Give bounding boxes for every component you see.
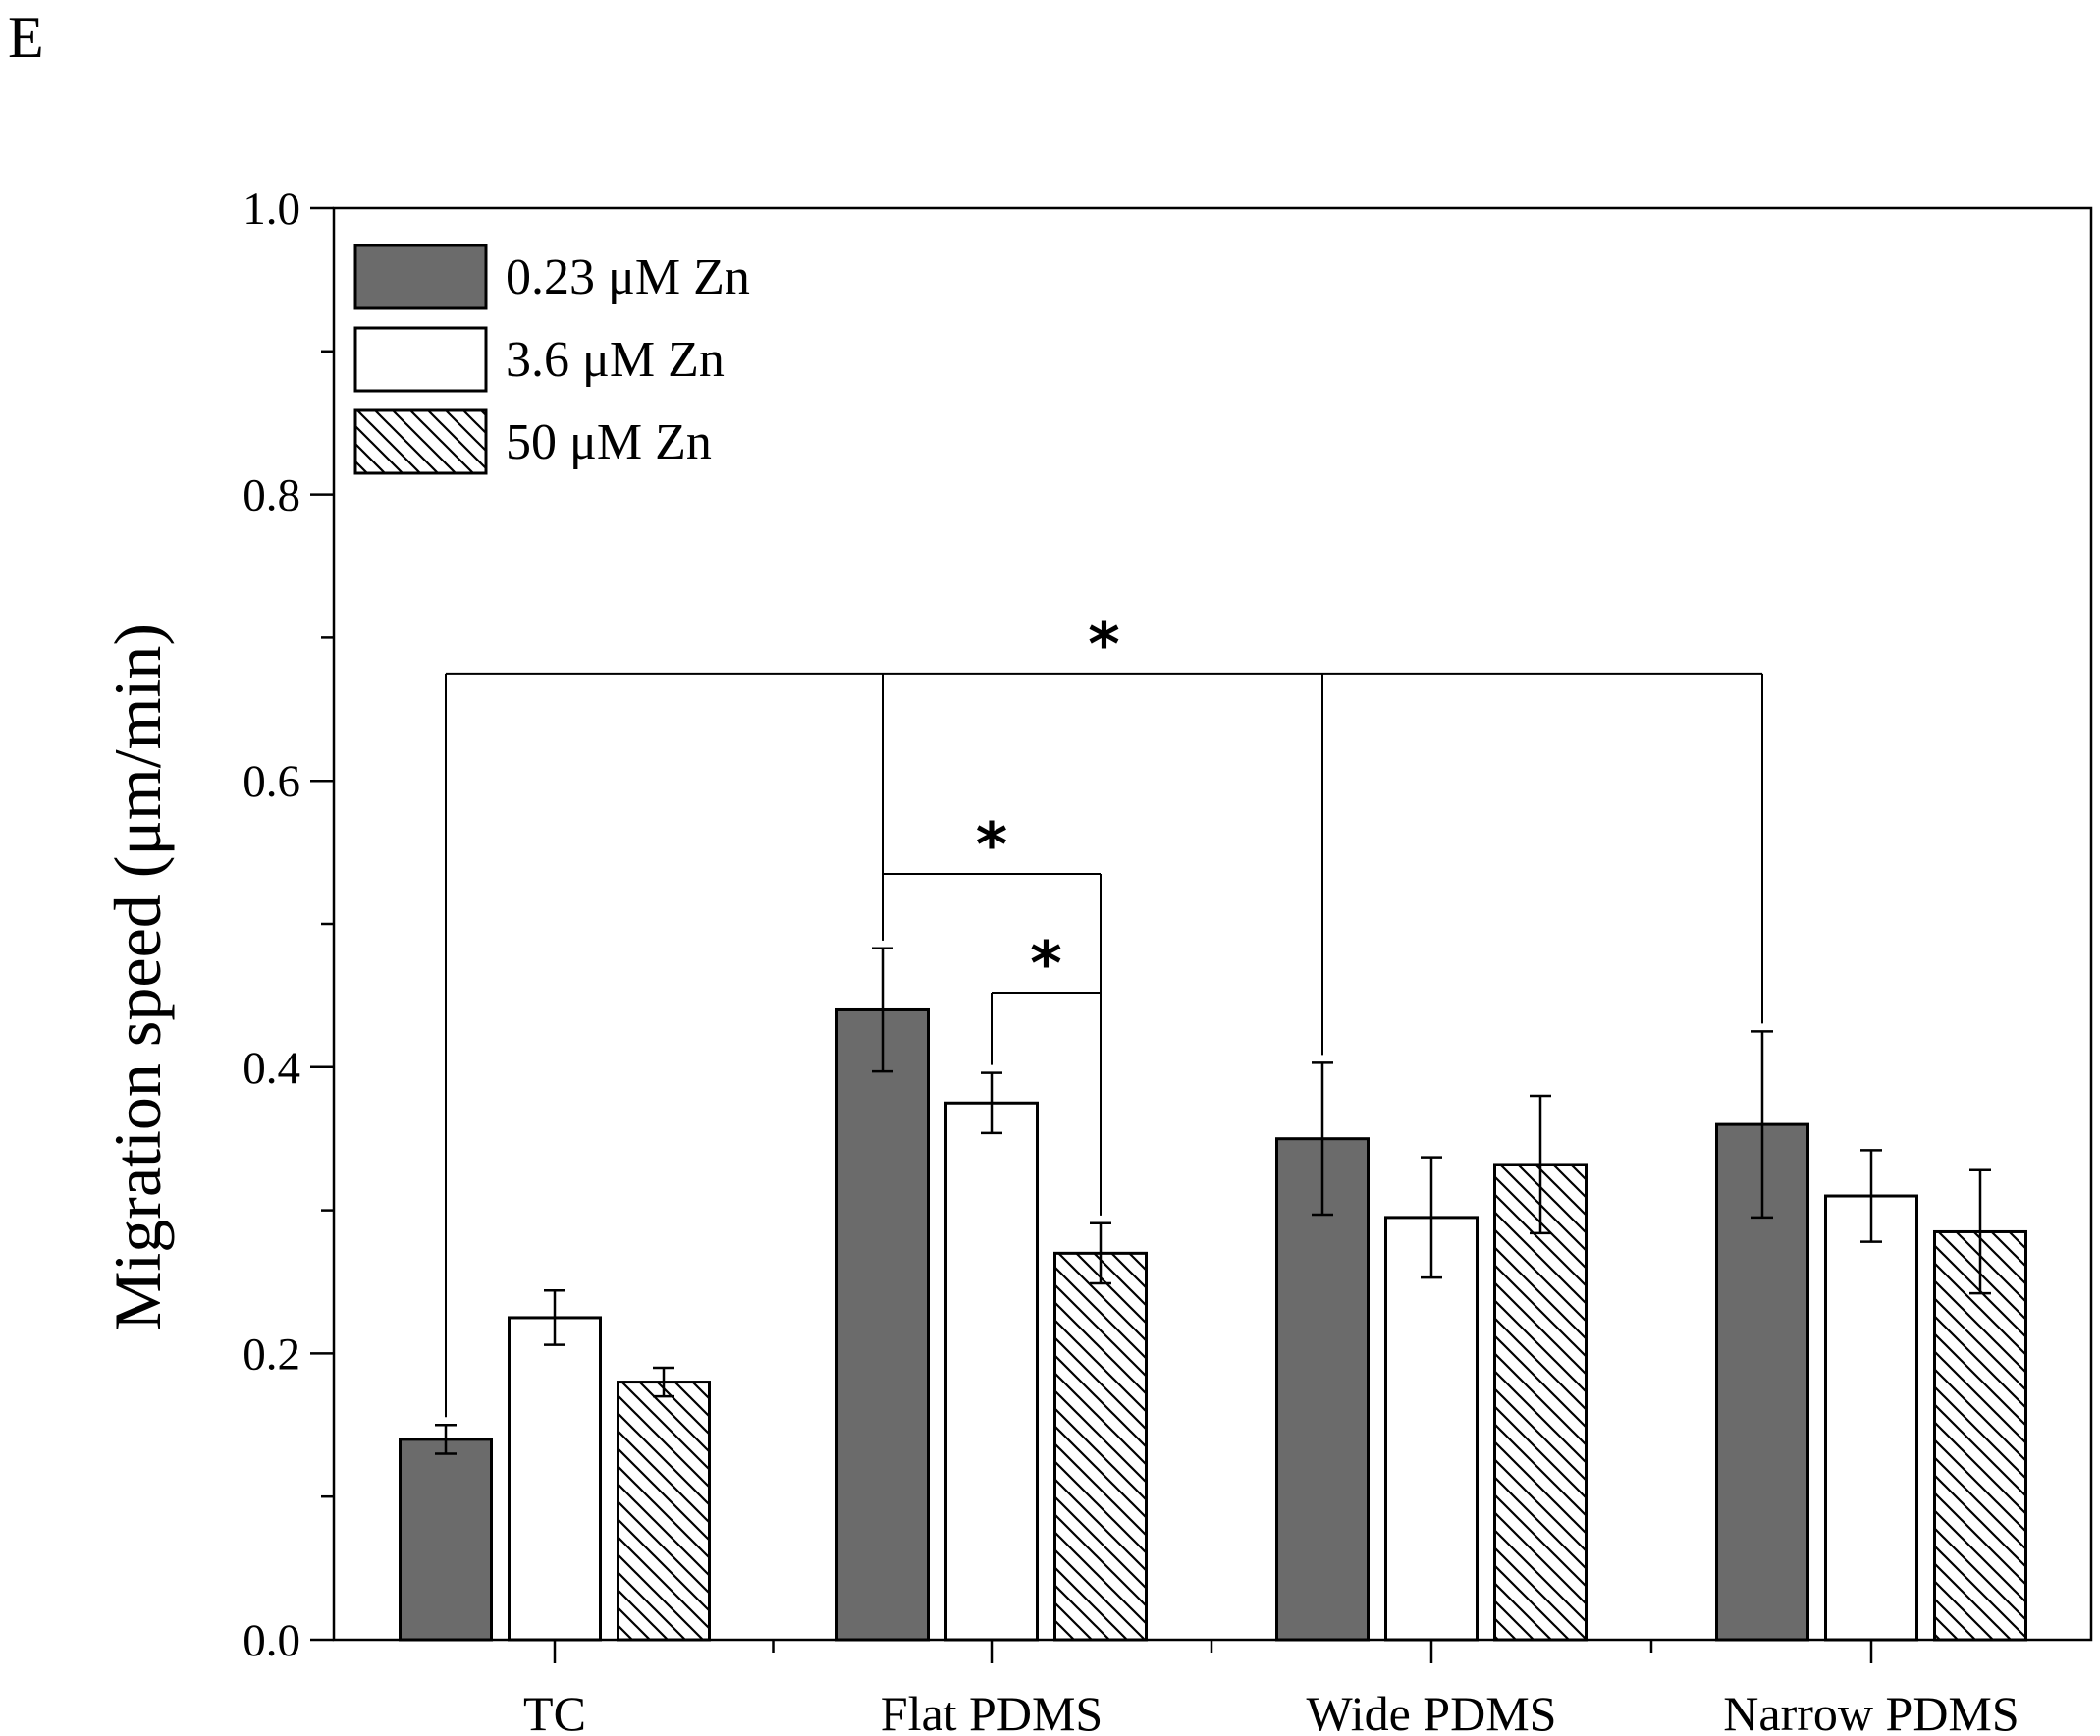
bar: [508, 1316, 602, 1642]
legend-label: 0.23 μM Zn: [506, 249, 750, 305]
bar: [1275, 1137, 1370, 1642]
y-tick-label: 0.2: [242, 1329, 300, 1380]
legend-swatch: [353, 408, 488, 475]
y-tick-label: 1.0: [242, 184, 300, 235]
significance-star: *: [976, 809, 1007, 881]
legend-label: 50 μM Zn: [506, 414, 712, 470]
bar: [617, 1381, 711, 1642]
x-category-label: TC: [523, 1686, 586, 1736]
legend: 0.23 μM Zn 3.6 μM Zn 50 μM Zn: [353, 244, 750, 475]
y-tick-label: 0.0: [242, 1615, 300, 1666]
x-category-label: Flat PDMS: [881, 1686, 1103, 1736]
panel-label: E: [8, 5, 44, 70]
y-axis-title: Migration speed (μm/min): [100, 624, 175, 1330]
plot-area: 0.0 0.2 0.4 0.6 0.8 1.0 TC Flat PDMS Wide PDMS Na…: [242, 184, 2093, 1736]
x-category-label: Wide PDMS: [1307, 1686, 1557, 1736]
legend-label: 3.6 μM Zn: [506, 332, 725, 388]
bar: [1384, 1216, 1479, 1642]
bar: [835, 1007, 930, 1642]
legend-swatch: [353, 326, 488, 393]
significance-star: *: [1030, 928, 1061, 1000]
bar: [1053, 1251, 1148, 1642]
bar: [399, 1438, 493, 1642]
y-tick-label: 0.8: [242, 470, 300, 521]
legend-swatch: [353, 244, 488, 310]
y-tick-label: 0.4: [242, 1043, 300, 1094]
x-category-label: Narrow PDMS: [1723, 1686, 2019, 1736]
significance-star: *: [1088, 609, 1119, 680]
bar: [1824, 1194, 1918, 1642]
bar: [1493, 1163, 1588, 1642]
bar: [944, 1101, 1039, 1642]
y-tick-label: 0.6: [242, 756, 300, 807]
